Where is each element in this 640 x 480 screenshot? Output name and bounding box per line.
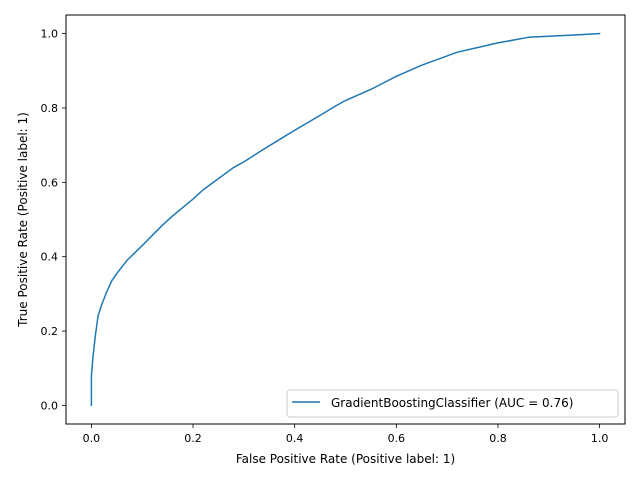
y-tick-label: 0.4 bbox=[41, 251, 59, 264]
roc-curve-line bbox=[90, 32, 601, 407]
y-tick-label: 1.0 bbox=[41, 28, 59, 41]
x-tick-label: 0.4 bbox=[286, 432, 304, 445]
x-tick-label: 0.6 bbox=[388, 432, 406, 445]
y-tick-label: 0.2 bbox=[41, 325, 59, 338]
axes-frame bbox=[65, 14, 626, 425]
y-axis-ticks: 0.0 0.2 0.4 0.6 0.8 1.0 bbox=[41, 28, 66, 412]
y-tick-label: 0.0 bbox=[41, 399, 59, 412]
y-axis-label: True Positive Rate (Positive label: 1) bbox=[16, 112, 30, 328]
y-tick-label: 0.8 bbox=[41, 102, 59, 115]
legend-box bbox=[286, 389, 619, 418]
x-tick-label: 0.0 bbox=[83, 432, 101, 445]
legend-entry-label: GradientBoostingClassifier (AUC = 0.76) bbox=[331, 396, 573, 410]
plot-area bbox=[90, 32, 601, 407]
y-tick-label: 0.6 bbox=[41, 176, 59, 189]
x-tick-label: 1.0 bbox=[591, 432, 609, 445]
x-tick-label: 0.8 bbox=[489, 432, 507, 445]
x-axis-ticks: 0.0 0.2 0.4 0.6 0.8 1.0 bbox=[83, 424, 609, 445]
x-tick-label: 0.2 bbox=[184, 432, 202, 445]
legend: GradientBoostingClassifier (AUC = 0.76) bbox=[286, 389, 619, 418]
x-axis-label: False Positive Rate (Positive label: 1) bbox=[236, 452, 455, 466]
